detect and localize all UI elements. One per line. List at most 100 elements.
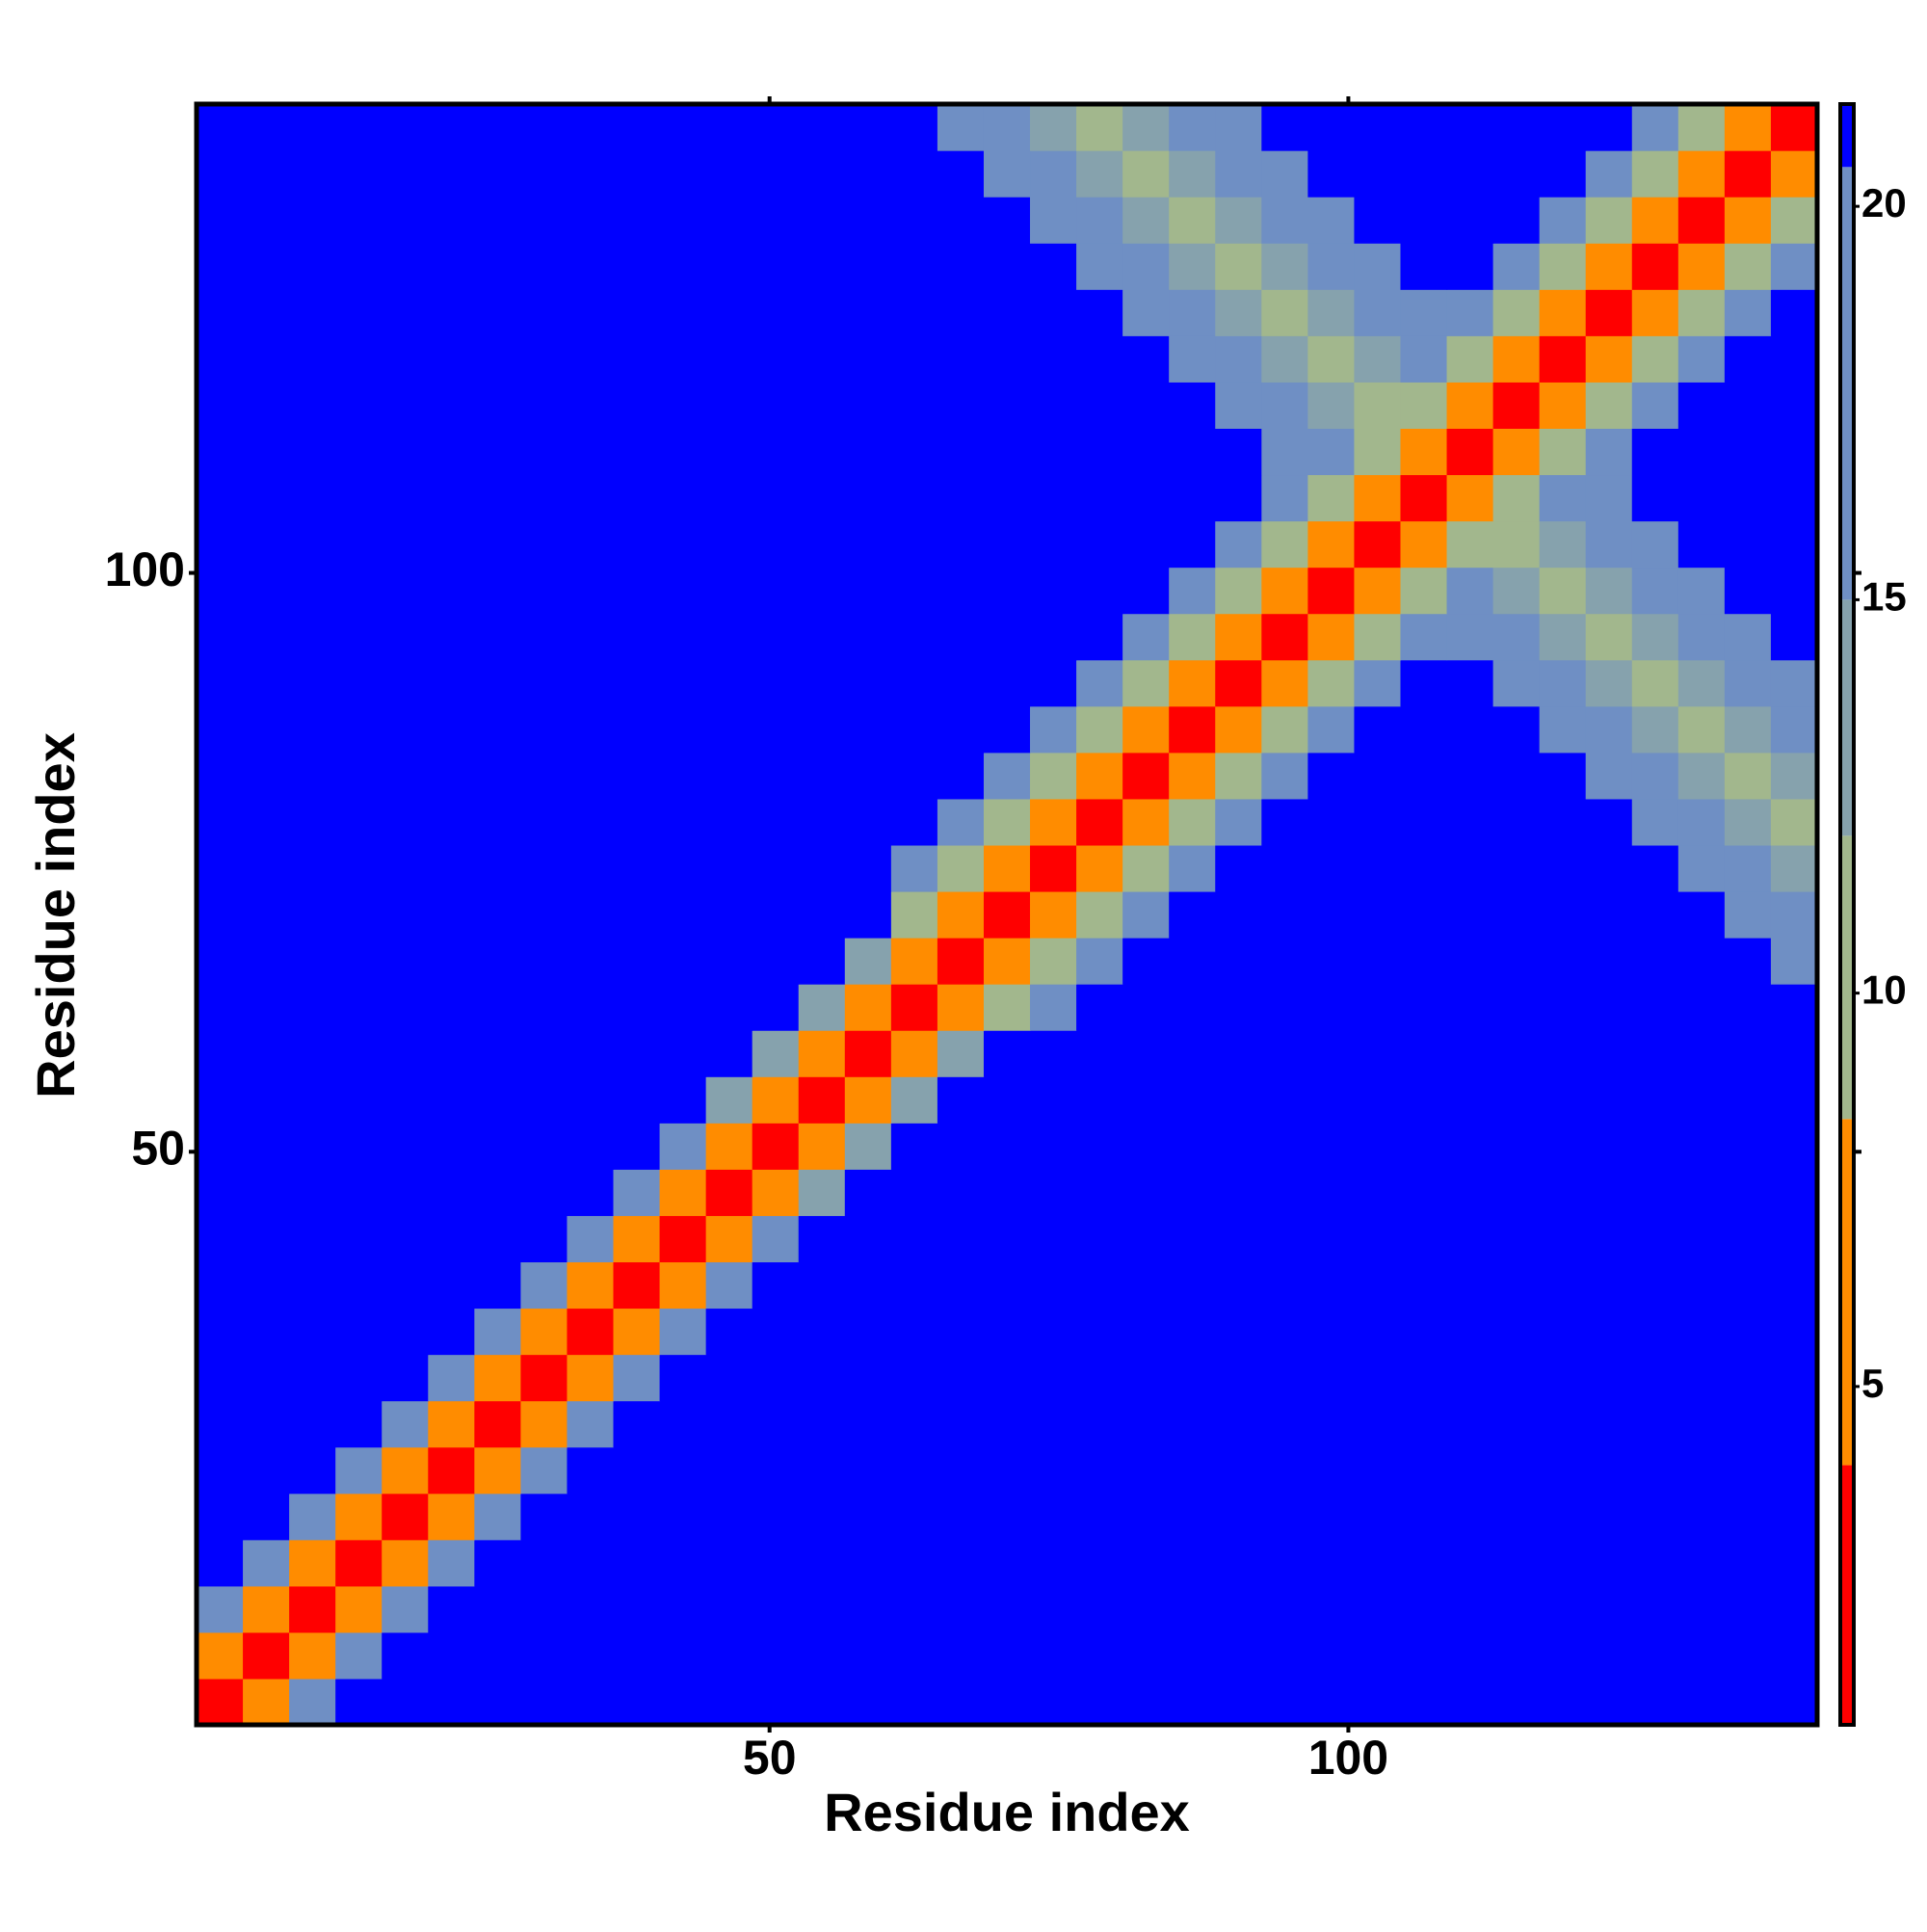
heatmap-cell [1492,798,1541,846]
heatmap-cell [382,798,429,846]
heatmap-cell [1076,150,1123,198]
heatmap-cell [1770,520,1818,569]
heatmap-cell [1400,474,1448,522]
heatmap-cell [1261,1678,1308,1726]
heatmap-cell [1585,1123,1633,1170]
heatmap-cell [983,752,1031,800]
heatmap-cell [1631,1354,1679,1402]
heatmap-cell [844,1585,892,1633]
heatmap-cell [428,520,475,569]
heatmap-cell [1076,104,1123,151]
heatmap-cell [1122,243,1170,290]
heatmap-cell [844,567,892,615]
heatmap-cell [1215,659,1262,707]
heatmap-cell [1631,104,1679,151]
heatmap-cell [937,1446,985,1495]
heatmap-cell [428,1030,475,1077]
heatmap-cell [1030,1354,1077,1402]
heatmap-cell [798,474,846,522]
heatmap-cell [243,428,290,476]
heatmap-cell [197,1539,244,1587]
heatmap-cell [1215,1446,1262,1495]
heatmap-cell [1215,752,1262,800]
heatmap-cell [1492,1169,1541,1216]
heatmap-cell [1446,984,1494,1031]
heatmap-cell [1261,1631,1308,1680]
heatmap-cell [659,1446,707,1495]
heatmap-cell [474,659,521,707]
heatmap-cell [567,938,615,985]
x-axis-title: Residue index [824,1782,1190,1842]
heatmap-cell [1724,1678,1772,1726]
heatmap-cell [1724,1215,1772,1263]
heatmap-cell [1724,1631,1772,1680]
heatmap-cell [1631,705,1679,754]
heatmap-cell [1307,197,1356,244]
heatmap-cell [1770,382,1818,429]
heatmap-cell [382,382,429,429]
heatmap-cell [1631,613,1679,661]
heatmap-cell [798,335,846,383]
heatmap-cell [1724,289,1772,336]
heatmap-cell [798,520,846,569]
heatmap-cell [844,1400,892,1448]
heatmap-cell [1724,197,1772,244]
heatmap-cell [289,984,336,1031]
heatmap-cell [520,1678,568,1726]
heatmap-cell [937,1169,985,1216]
heatmap-cell [983,428,1031,476]
heatmap-cell [567,890,615,939]
heatmap-cell [382,752,429,800]
heatmap-cell [1169,1539,1216,1587]
heatmap-cell [289,567,336,615]
heatmap-cell [1539,150,1587,198]
heatmap-cell [1539,1400,1587,1448]
heatmap-cell [1215,474,1262,522]
heatmap-cell [289,1261,336,1310]
heatmap-cell [474,428,521,476]
heatmap-cell [613,1308,661,1356]
heatmap-cell [983,1678,1031,1726]
heatmap-cell [1677,382,1726,429]
heatmap-cell [1076,798,1123,846]
heatmap-cell [705,382,753,429]
heatmap-cell [1400,844,1448,892]
heatmap-cell [1446,844,1494,892]
heatmap-cell [567,335,615,383]
heatmap-cell [1122,335,1170,383]
heatmap-cell [197,382,244,429]
heatmap-cell [335,1076,383,1124]
heatmap-cell [1307,613,1356,661]
heatmap-cell [382,613,429,661]
heatmap-cell [705,984,753,1031]
heatmap-cell [1631,382,1679,429]
heatmap-cell [1215,1493,1262,1541]
heatmap-cell [1631,1631,1679,1680]
heatmap-cell [1030,613,1077,661]
heatmap-cell [474,1030,521,1077]
heatmap-cell [1261,150,1308,198]
heatmap-cell [382,335,429,383]
heatmap-cell [1677,1076,1726,1124]
heatmap-cell [335,474,383,522]
heatmap-cell [890,798,938,846]
heatmap-cell [428,1446,475,1495]
heatmap-cell [1677,890,1726,939]
heatmap-cell [1585,1631,1633,1680]
heatmap-cell [1400,1261,1448,1310]
heatmap-cell [1631,1678,1679,1726]
heatmap-cell [1215,984,1262,1031]
heatmap-cell [567,1631,615,1680]
heatmap-cell [1307,1446,1356,1495]
heatmap-cell [1076,197,1123,244]
heatmap-cell [613,150,661,198]
heatmap-cell [705,474,753,522]
heatmap-cell [1354,197,1402,244]
heatmap-cell [1215,798,1262,846]
heatmap-cell [1677,752,1726,800]
heatmap-cell [1354,938,1402,985]
heatmap-cell [428,890,475,939]
heatmap-cell [1724,1169,1772,1216]
heatmap-cell [567,1585,615,1633]
heatmap-cell [335,243,383,290]
